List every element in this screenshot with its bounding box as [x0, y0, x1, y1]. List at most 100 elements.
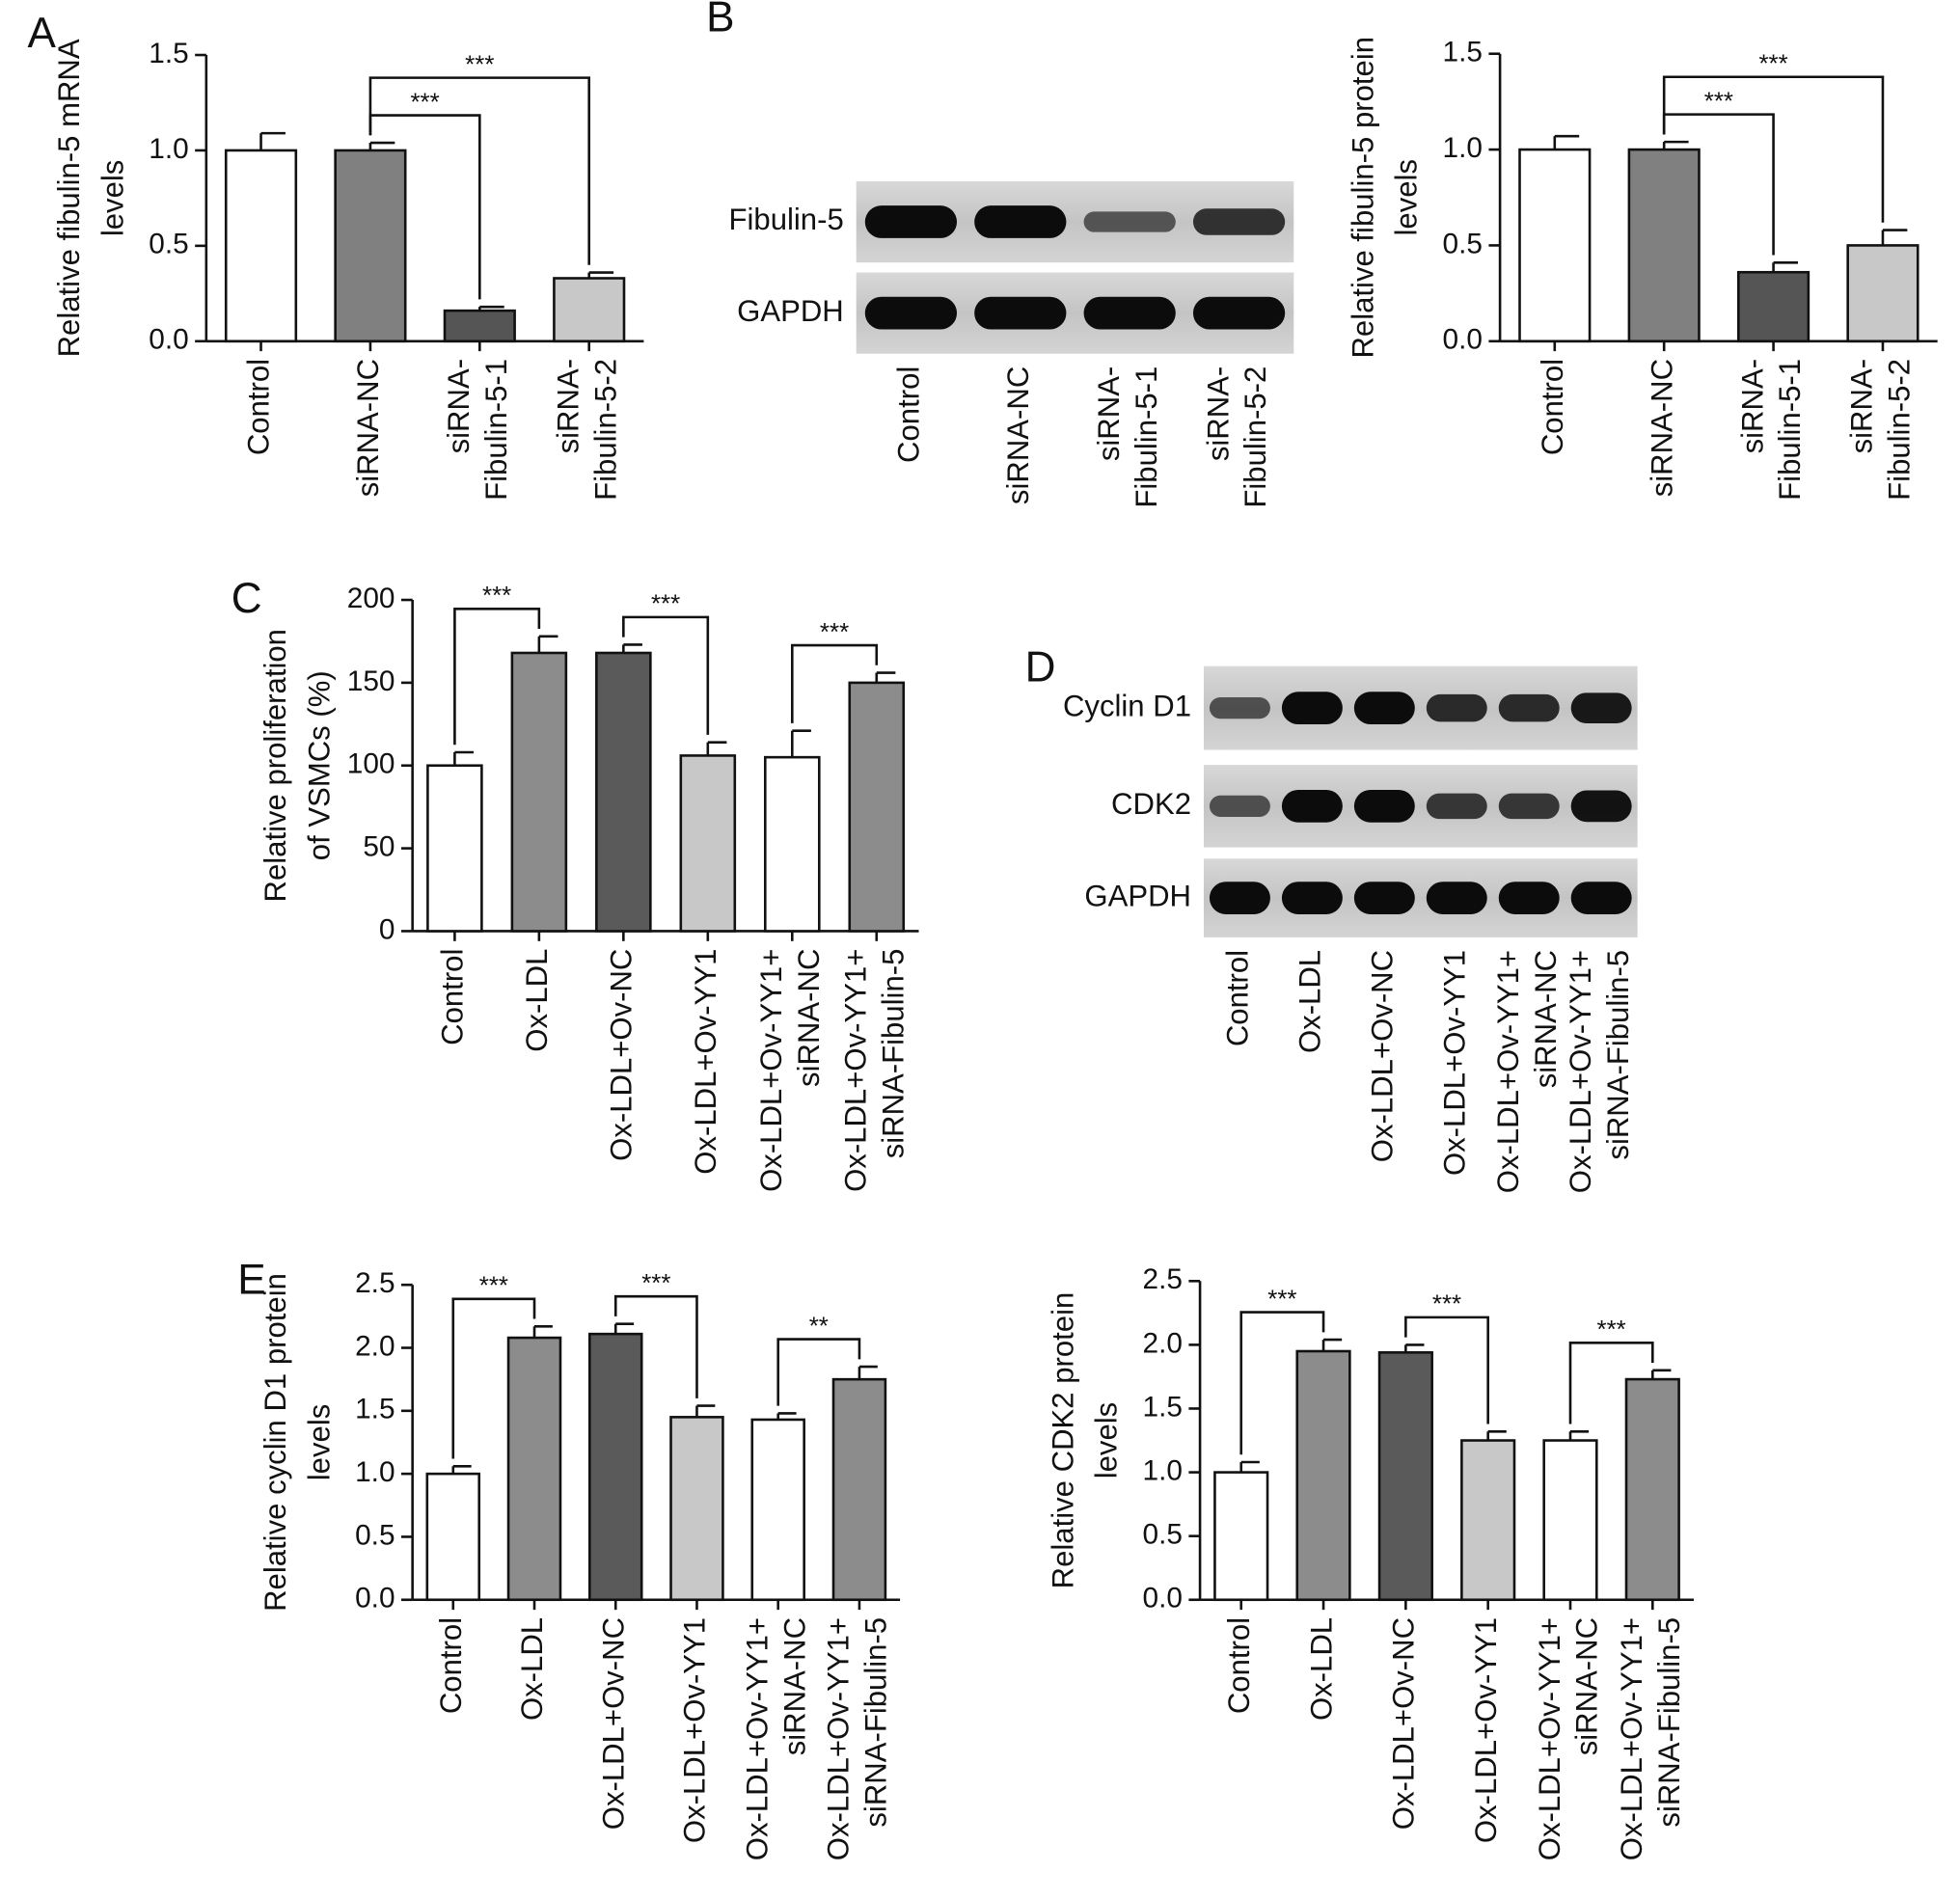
x-tick-label: Ox-LDL+Ov-YY1: [1469, 1617, 1503, 1843]
blot-lane-label: Fibulin-5-1: [1130, 366, 1163, 508]
error-bar: [1486, 1429, 1507, 1441]
significance-label: ***: [410, 89, 439, 116]
blot-row-label: GAPDH: [1084, 879, 1191, 912]
x-tick-label: Control: [434, 1617, 468, 1714]
error-bar: [1881, 229, 1908, 246]
x-tick-label: Control: [1222, 1617, 1256, 1714]
error-bar: [1772, 261, 1798, 273]
bar: [1518, 148, 1592, 343]
y-axis-label: Relative CDK2 protein: [1046, 1292, 1079, 1589]
blot-band: [1083, 296, 1176, 330]
blot-band: [1083, 211, 1176, 232]
bar: [553, 277, 626, 343]
blot-band: [1209, 795, 1270, 818]
significance-label: ***: [1704, 88, 1733, 115]
significance-bracket: [790, 643, 879, 723]
bar: [1542, 1439, 1598, 1602]
x-tick-label: Ox-LDL: [515, 1617, 549, 1721]
x-tick-label: siRNA-Fibulin-5: [876, 949, 910, 1159]
y-tick-label: 1.5: [1443, 37, 1483, 68]
error-bar: [706, 741, 727, 756]
error-bar: [858, 1365, 878, 1380]
bar: [1377, 1351, 1433, 1602]
blot-band: [974, 296, 1067, 330]
x-tick-label: siRNA-NC: [1570, 1617, 1604, 1755]
y-tick-label: 100: [347, 748, 395, 780]
x-tick-label: Fibulin-5-2: [588, 359, 622, 501]
error-bar: [790, 729, 811, 758]
blot-row-label: Fibulin-5: [728, 203, 843, 236]
y-tick-label: 1.0: [355, 1456, 395, 1488]
y-tick-label: 0.5: [1143, 1519, 1183, 1551]
x-tick-label: Ox-LDL+Ov-NC: [596, 1617, 630, 1830]
error-bar: [1568, 1429, 1590, 1441]
blot-band: [1498, 882, 1560, 914]
blot-lane-label: Ox-LDL+Ov-YY1+: [1491, 950, 1525, 1193]
x-tick-label: siRNA-: [442, 359, 476, 453]
x-tick-label: siRNA-NC: [777, 1617, 811, 1755]
bar: [1627, 148, 1701, 343]
blot-row-label: CDK2: [1111, 787, 1191, 821]
blot-band: [1209, 696, 1270, 719]
bar: [764, 755, 821, 933]
error-bar: [695, 1404, 716, 1418]
x-tick-label: siRNA-Fibulin-5: [1652, 1617, 1686, 1828]
significance-label: **: [809, 1313, 829, 1340]
bar: [443, 309, 516, 343]
y-tick-label: 0.0: [1143, 1583, 1183, 1614]
significance-label: ***: [641, 1270, 670, 1297]
error-bar: [537, 635, 558, 653]
panel-label: D: [1025, 643, 1056, 691]
blot-lane-label: Ox-LDL+Ov-YY1+: [1564, 950, 1597, 1193]
x-tick-label: Ox-LDL: [520, 949, 554, 1052]
error-bar: [1404, 1343, 1425, 1353]
panel-label: E: [237, 1256, 265, 1303]
blot-band: [1498, 793, 1560, 820]
bar: [669, 1416, 724, 1602]
bar: [1213, 1471, 1269, 1602]
blot-lane-label: Control: [892, 366, 926, 463]
blot-background: [1203, 665, 1638, 750]
bar: [831, 1377, 887, 1602]
blot-band: [864, 296, 958, 330]
x-tick-label: siRNA-: [551, 359, 585, 453]
x-tick-label: Ox-LDL+Ov-YY1+: [1533, 1617, 1566, 1860]
x-tick-label: Ox-LDL+Ov-YY1+: [740, 1617, 774, 1860]
y-axis-label: levels: [1090, 1402, 1124, 1479]
blot-lane-label: siRNA-NC: [1529, 950, 1563, 1088]
y-tick-label: 150: [347, 665, 395, 697]
x-tick-label: Ox-LDL+Ov-NC: [605, 949, 639, 1161]
bar: [510, 651, 568, 933]
significance-bracket: [1662, 75, 1885, 223]
x-tick-label: Ox-LDL+Ov-YY1+: [754, 949, 788, 1192]
bar: [1460, 1439, 1516, 1602]
blot-lane-label: Ox-LDL: [1293, 950, 1327, 1053]
error-bar: [875, 671, 896, 683]
y-axis-label: of VSMCs (%): [302, 670, 336, 860]
x-tick-label: siRNA-: [1845, 359, 1879, 453]
error-bar: [776, 1412, 797, 1420]
y-tick-label: 0.0: [355, 1583, 395, 1614]
y-tick-label: 0.5: [355, 1519, 395, 1551]
blot-lane-label: Control: [1221, 950, 1255, 1046]
blot-band: [1353, 790, 1415, 823]
significance-label: ***: [1432, 1291, 1461, 1318]
error-bar: [613, 1322, 635, 1335]
y-axis-label: levels: [1390, 159, 1424, 236]
blot-background: [1203, 858, 1638, 937]
bar: [224, 149, 298, 343]
x-tick-label: siRNA-Fibulin-5: [859, 1617, 893, 1828]
error-bar: [478, 305, 504, 312]
blot-lane-label: Ox-LDL+Ov-YY1: [1437, 950, 1471, 1176]
bar: [1846, 244, 1919, 343]
significance-bracket: [613, 1294, 698, 1398]
y-tick-label: 0.0: [149, 324, 188, 356]
y-tick-label: 2.5: [1143, 1263, 1183, 1295]
significance-label: ***: [651, 591, 680, 618]
blot-lane-label: siRNA-: [1092, 366, 1126, 461]
y-tick-label: 2.0: [355, 1330, 395, 1362]
blot-band: [1426, 793, 1487, 820]
significance-bracket: [1568, 1342, 1654, 1424]
error-bar: [587, 271, 614, 279]
error-bar: [1239, 1460, 1260, 1473]
